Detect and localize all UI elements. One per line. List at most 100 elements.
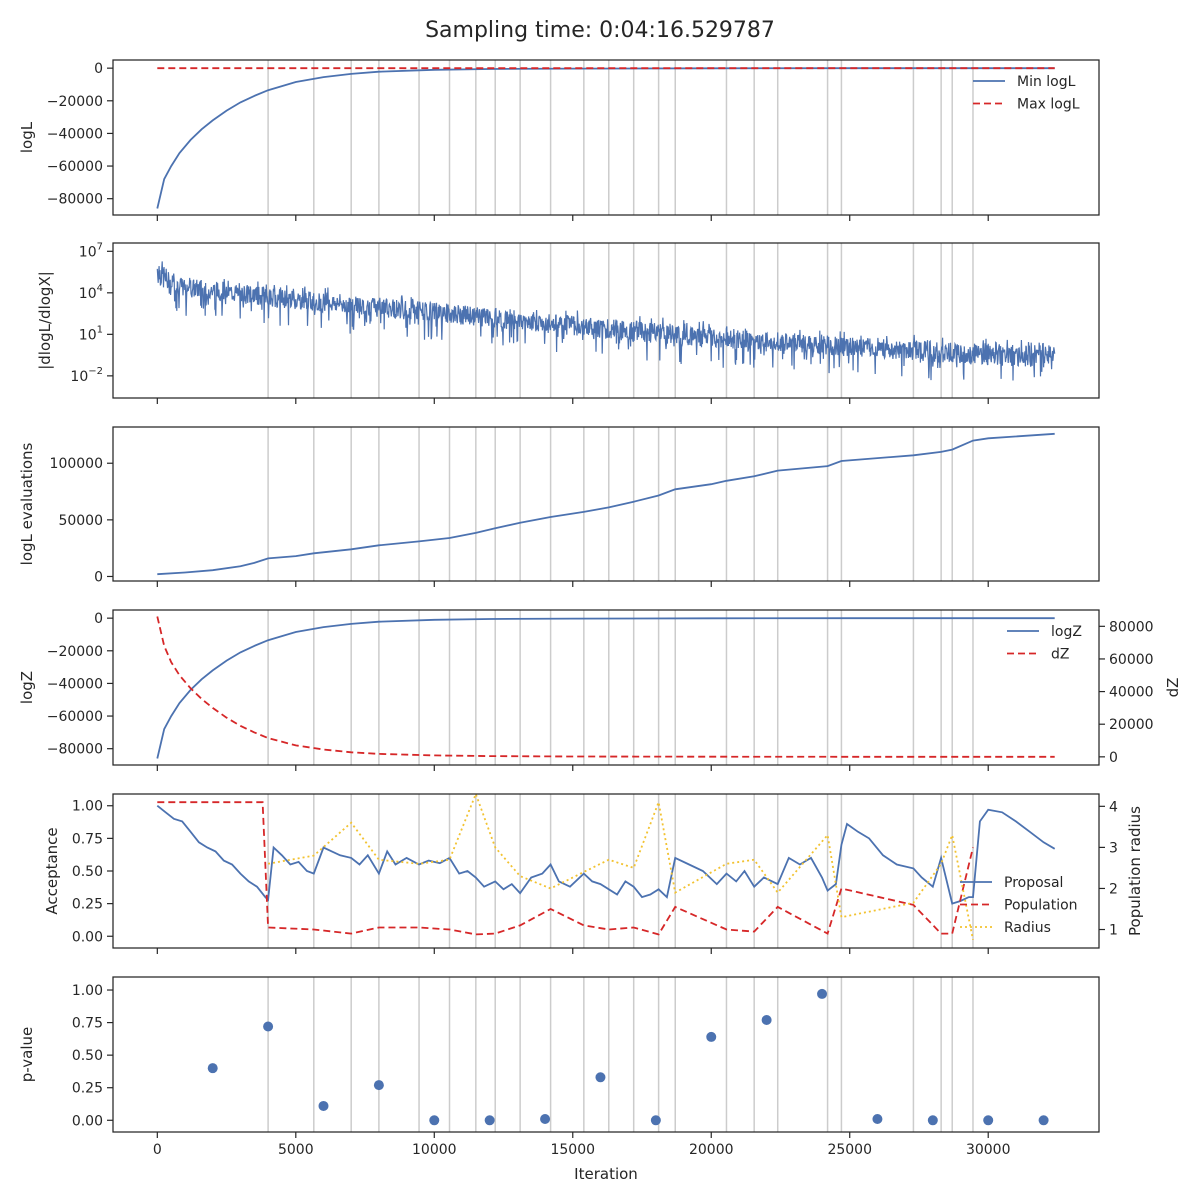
y-tick-label: −80000 bbox=[47, 742, 103, 758]
p-value-point bbox=[595, 1072, 606, 1083]
panel-frame bbox=[112, 976, 1100, 1133]
plot-area bbox=[156, 794, 1056, 940]
y-tick-label: 101 bbox=[79, 324, 103, 343]
x-tick-label: 30000 bbox=[966, 1142, 1011, 1158]
p-value-point bbox=[484, 1115, 495, 1126]
y-tick-label: 104 bbox=[79, 283, 103, 302]
y-tick-label: 50000 bbox=[58, 513, 103, 529]
panel-1: 0 −20000 −40000 −60000 −80000 logL Min logL Max… bbox=[18, 59, 1100, 221]
legend: Min logL Max logL bbox=[973, 74, 1080, 113]
panel-4: 0 −20000 −40000 −60000 −80000 logZ 80000 60000 4… bbox=[18, 609, 1182, 771]
legend-label: dZ bbox=[1051, 647, 1069, 663]
y-tick-label: −20000 bbox=[47, 644, 103, 660]
plot-area bbox=[156, 616, 1055, 759]
y-axis-label: |dlogL/dlogX| bbox=[36, 271, 54, 370]
p-value-point bbox=[983, 1115, 994, 1126]
p-value-point bbox=[927, 1115, 938, 1126]
series-line-logz bbox=[156, 617, 1055, 759]
p-value-point bbox=[207, 1063, 218, 1074]
y-tick-label: 10−2 bbox=[70, 366, 103, 385]
y-right-tick-label: 2 bbox=[1109, 881, 1118, 897]
y-axis-label: logZ bbox=[18, 671, 36, 704]
panel-2: 107 104 101 10−2 |dlogL/dlogX| bbox=[36, 241, 1100, 404]
legend-label: Proposal bbox=[1004, 875, 1063, 891]
y-right-tick-label: 1 bbox=[1109, 923, 1118, 939]
y-tick-label: −80000 bbox=[47, 192, 103, 208]
y-tick-label: 0.25 bbox=[72, 897, 103, 913]
p-value-point bbox=[429, 1115, 440, 1126]
p-value-point bbox=[761, 1014, 772, 1025]
y-tick-label: 100000 bbox=[50, 456, 103, 472]
legend-label: Radius bbox=[1004, 920, 1051, 936]
iteration-markers bbox=[267, 977, 974, 1132]
y-tick-label: −40000 bbox=[47, 126, 103, 142]
x-tick-label: 10000 bbox=[412, 1142, 457, 1158]
y-tick-label: 1.00 bbox=[72, 983, 103, 999]
y-tick-label: 0.75 bbox=[72, 1016, 103, 1032]
p-value-point bbox=[650, 1115, 661, 1126]
y-axis-label: logL bbox=[18, 121, 36, 153]
iteration-markers bbox=[267, 243, 974, 398]
x-tick-label: 20000 bbox=[689, 1142, 734, 1158]
panel-frame bbox=[112, 59, 1100, 216]
y-tick-label: 0.25 bbox=[72, 1081, 103, 1097]
panel-5: 1.00 0.75 0.50 0.25 0.00 Acceptance 4 3 2 1 Popula… bbox=[43, 793, 1144, 954]
panel-frame bbox=[112, 242, 1100, 399]
panel-6: 1.00 0.75 0.50 0.25 0.00 p-value 0 5000 10000 150… bbox=[18, 976, 1100, 1183]
series-line-min-logl bbox=[156, 67, 1055, 209]
y-tick-label: −20000 bbox=[47, 94, 103, 110]
y-tick-label: 0.50 bbox=[72, 1048, 103, 1064]
legend: Proposal Population Radius bbox=[960, 875, 1078, 936]
y-right-axis-label: Population radius bbox=[1126, 806, 1144, 936]
y-right-tick-label: 40000 bbox=[1109, 685, 1154, 701]
y-tick-label: 1.00 bbox=[72, 799, 103, 815]
y-tick-label: 0.00 bbox=[72, 929, 103, 945]
y-right-tick-label: 60000 bbox=[1109, 652, 1154, 668]
derivative-line bbox=[156, 261, 1056, 381]
legend-label: logZ bbox=[1051, 624, 1082, 640]
y-right-tick-label: 3 bbox=[1109, 840, 1118, 856]
y-tick-label: −40000 bbox=[47, 676, 103, 692]
x-tick-label: 15000 bbox=[550, 1142, 595, 1158]
iteration-markers bbox=[267, 60, 974, 215]
y-tick-label: 0 bbox=[94, 61, 103, 77]
y-axis-label: Acceptance bbox=[43, 827, 61, 914]
y-tick-label: 0 bbox=[94, 569, 103, 585]
panel-frame bbox=[112, 793, 1100, 949]
y-tick-label: 107 bbox=[79, 241, 103, 260]
series-line-proposal bbox=[156, 804, 1056, 905]
series-line-main bbox=[157, 432, 1055, 576]
x-tick-label: 25000 bbox=[827, 1142, 872, 1158]
y-tick-label: −60000 bbox=[47, 159, 103, 175]
plot-area bbox=[207, 988, 1049, 1126]
iteration-markers bbox=[267, 794, 974, 948]
panel-frame bbox=[112, 426, 1100, 582]
p-value-point bbox=[373, 1080, 384, 1091]
y-right-tick-label: 0 bbox=[1109, 750, 1118, 766]
y-tick-label: 0.00 bbox=[72, 1113, 103, 1129]
p-value-point bbox=[263, 1021, 274, 1032]
series-line-dz bbox=[156, 616, 1055, 758]
iteration-markers bbox=[267, 610, 974, 765]
y-tick-label: 0.50 bbox=[72, 864, 103, 880]
legend-label: Max logL bbox=[1017, 97, 1080, 113]
y-right-axis-label: dZ bbox=[1164, 678, 1182, 698]
panel-frame bbox=[112, 609, 1100, 766]
legend-label: Population bbox=[1004, 898, 1078, 914]
p-value-point bbox=[540, 1113, 551, 1124]
legend: logZ dZ bbox=[1007, 624, 1082, 663]
y-tick-label: 0 bbox=[94, 611, 103, 627]
y-tick-label: −60000 bbox=[47, 709, 103, 725]
y-right-tick-label: 80000 bbox=[1109, 619, 1154, 635]
y-right-tick-label: 20000 bbox=[1109, 717, 1154, 733]
x-tick-label: 0 bbox=[153, 1142, 162, 1158]
plot-area bbox=[157, 432, 1055, 576]
y-axis-label: logL evaluations bbox=[18, 442, 36, 565]
p-value-point bbox=[1038, 1115, 1049, 1126]
iteration-markers bbox=[267, 427, 974, 581]
legend-label: Min logL bbox=[1017, 74, 1076, 90]
p-value-point bbox=[706, 1031, 717, 1042]
y-tick-label: 0.75 bbox=[72, 831, 103, 847]
y-right-tick-label: 4 bbox=[1109, 799, 1118, 815]
